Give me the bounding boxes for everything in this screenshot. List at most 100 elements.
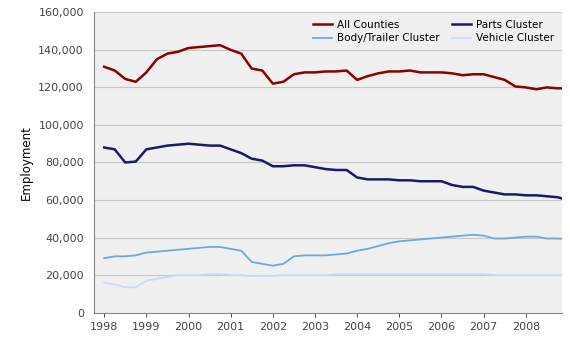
Parts Cluster <box>101 146 108 150</box>
Body/Trailer Cluster <box>470 233 477 237</box>
Parts Cluster <box>438 179 445 183</box>
Body/Trailer Cluster <box>312 253 319 257</box>
All Counties <box>259 68 266 72</box>
All Counties <box>280 80 287 84</box>
Vehicle Cluster <box>470 272 477 276</box>
Vehicle Cluster <box>564 273 570 277</box>
All Counties <box>543 85 550 89</box>
Body/Trailer Cluster <box>512 236 519 240</box>
Body/Trailer Cluster <box>385 241 392 245</box>
Parts Cluster <box>206 143 213 148</box>
Body/Trailer Cluster <box>122 254 129 258</box>
All Counties <box>428 70 434 74</box>
Vehicle Cluster <box>111 283 118 287</box>
All Counties <box>185 46 192 50</box>
Body/Trailer Cluster <box>174 248 181 252</box>
Body/Trailer Cluster <box>449 235 455 239</box>
Parts Cluster <box>312 165 319 169</box>
Parts Cluster <box>375 177 382 182</box>
Vehicle Cluster <box>227 273 234 277</box>
Parts Cluster <box>564 198 570 202</box>
Parts Cluster <box>143 147 150 151</box>
Parts Cluster <box>364 177 371 182</box>
All Counties <box>227 48 234 52</box>
Vehicle Cluster <box>174 273 181 277</box>
Body/Trailer Cluster <box>364 247 371 251</box>
Vehicle Cluster <box>354 272 361 276</box>
Body/Trailer Cluster <box>101 256 108 260</box>
Parts Cluster <box>185 142 192 146</box>
All Counties <box>417 70 424 74</box>
Parts Cluster <box>259 158 266 163</box>
Parts Cluster <box>227 147 234 151</box>
Parts Cluster <box>481 189 487 193</box>
All Counties <box>270 82 276 86</box>
Body/Trailer Cluster <box>417 237 424 241</box>
Body/Trailer Cluster <box>301 253 308 257</box>
Body/Trailer Cluster <box>238 249 245 253</box>
Parts Cluster <box>533 193 540 198</box>
Body/Trailer Cluster <box>249 260 255 264</box>
Parts Cluster <box>385 177 392 182</box>
Parts Cluster <box>396 178 403 182</box>
Vehicle Cluster <box>270 274 276 278</box>
Vehicle Cluster <box>280 273 287 277</box>
Body/Trailer Cluster <box>322 253 329 257</box>
All Counties <box>438 70 445 74</box>
Parts Cluster <box>449 183 455 187</box>
Body/Trailer Cluster <box>280 262 287 266</box>
Body/Trailer Cluster <box>564 237 570 241</box>
Parts Cluster <box>512 192 519 197</box>
Line: All Counties: All Counties <box>104 45 570 138</box>
Vehicle Cluster <box>196 273 202 277</box>
Vehicle Cluster <box>428 272 434 276</box>
Parts Cluster <box>554 195 561 199</box>
All Counties <box>301 70 308 74</box>
Parts Cluster <box>291 163 298 167</box>
All Counties <box>343 68 350 72</box>
Vehicle Cluster <box>512 273 519 277</box>
Parts Cluster <box>491 190 498 194</box>
Vehicle Cluster <box>333 272 340 276</box>
Parts Cluster <box>333 168 340 172</box>
Vehicle Cluster <box>164 275 171 279</box>
Body/Trailer Cluster <box>554 236 561 240</box>
All Counties <box>333 69 340 73</box>
Body/Trailer Cluster <box>343 252 350 256</box>
Parts Cluster <box>164 143 171 148</box>
Vehicle Cluster <box>533 273 540 277</box>
Body/Trailer Cluster <box>259 262 266 266</box>
All Counties <box>564 86 570 90</box>
Body/Trailer Cluster <box>438 236 445 240</box>
Body/Trailer Cluster <box>523 235 530 239</box>
Vehicle Cluster <box>143 279 150 283</box>
All Counties <box>533 87 540 91</box>
All Counties <box>238 52 245 56</box>
Vehicle Cluster <box>185 273 192 277</box>
All Counties <box>554 86 561 90</box>
All Counties <box>375 71 382 75</box>
Body/Trailer Cluster <box>459 234 466 238</box>
Parts Cluster <box>111 147 118 151</box>
Vehicle Cluster <box>322 273 329 277</box>
All Counties <box>385 69 392 73</box>
Body/Trailer Cluster <box>406 238 413 242</box>
Vehicle Cluster <box>523 273 530 277</box>
Legend: All Counties, Body/Trailer Cluster, Parts Cluster, Vehicle Cluster: All Counties, Body/Trailer Cluster, Part… <box>311 18 556 45</box>
Body/Trailer Cluster <box>375 244 382 248</box>
Parts Cluster <box>322 167 329 171</box>
Vehicle Cluster <box>554 273 561 277</box>
All Counties <box>449 71 455 75</box>
All Counties <box>132 80 139 84</box>
Body/Trailer Cluster <box>428 236 434 240</box>
Vehicle Cluster <box>406 272 413 276</box>
All Counties <box>406 68 413 72</box>
Body/Trailer Cluster <box>543 236 550 240</box>
Body/Trailer Cluster <box>270 264 276 268</box>
Y-axis label: Employment: Employment <box>20 125 32 200</box>
Vehicle Cluster <box>238 273 245 277</box>
Parts Cluster <box>249 157 255 161</box>
All Counties <box>249 67 255 71</box>
Vehicle Cluster <box>449 272 455 276</box>
Vehicle Cluster <box>364 272 371 276</box>
